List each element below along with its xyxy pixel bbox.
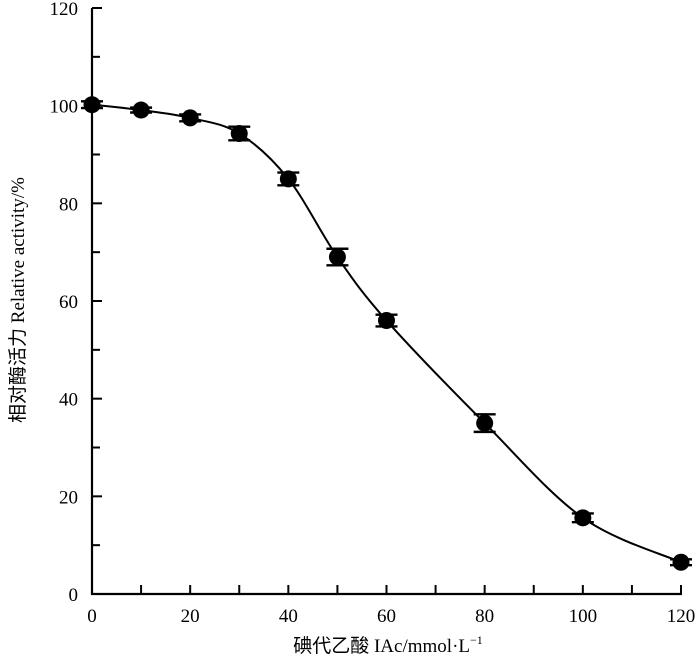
x-axis-title: 碘代乙酸 IAc/mmol·L−1 [293,633,483,657]
y-tick-label: 100 [50,97,79,118]
data-point [132,101,150,119]
x-tick-label: 80 [475,606,494,627]
x-tick-label: 20 [181,606,200,627]
y-tick-label: 20 [59,487,78,508]
x-tick-label: 120 [667,606,696,627]
x-axis-title-superscript: −1 [470,633,483,647]
y-tick-label: 40 [59,390,78,411]
series-line [91,103,682,564]
data-points [83,96,690,571]
data-point [672,553,690,571]
x-tick-label: 40 [279,606,298,627]
error-bars [81,100,692,567]
y-axis-title: 相对酶活力 Relative activity/% [7,177,29,423]
x-tick-label: 100 [569,606,598,627]
data-point [378,312,395,330]
data-point [328,248,346,266]
data-point [83,96,101,114]
data-point [476,414,494,432]
data-point [279,170,297,188]
data-point [574,509,592,527]
x-tick-label: 60 [377,606,396,627]
curve-layer [91,103,682,564]
y-tick-label: 120 [50,0,79,20]
tick-labels: 0 20 40 60 80 100 120 0 20 40 60 80 100 120 [50,0,696,627]
x-tick-label: 0 [87,606,97,627]
y-tick-label: 60 [59,292,78,313]
data-point [181,109,199,127]
y-tick-label: 0 [69,585,79,606]
ticks [91,7,682,594]
y-tick-label: 80 [59,194,78,215]
data-point [230,125,248,143]
axes [90,8,682,596]
